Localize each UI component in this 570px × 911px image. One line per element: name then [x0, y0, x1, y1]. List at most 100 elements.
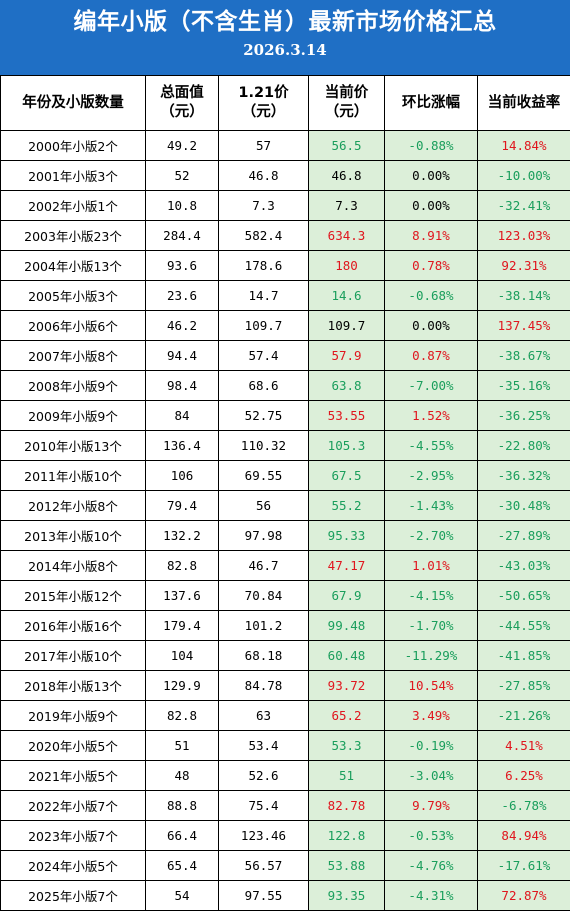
- change-cell: 1.01%: [385, 551, 478, 581]
- return-cell: -30.48%: [478, 491, 570, 521]
- col-header-year: 年份及小版数量: [1, 76, 146, 131]
- price-121-cell: 46.8: [219, 161, 309, 191]
- price-121-cell: 46.7: [219, 551, 309, 581]
- current-price-cell: 51: [309, 761, 385, 791]
- face-value-cell: 46.2: [146, 311, 219, 341]
- change-cell: 0.00%: [385, 311, 478, 341]
- face-value-cell: 51: [146, 731, 219, 761]
- change-cell: 0.00%: [385, 191, 478, 221]
- col-header-price-121: 1.21价 （元）: [219, 76, 309, 131]
- face-value-cell: 23.6: [146, 281, 219, 311]
- change-cell: -4.15%: [385, 581, 478, 611]
- year-cell: 2021年小版5个: [1, 761, 146, 791]
- change-cell: -0.19%: [385, 731, 478, 761]
- return-cell: -43.03%: [478, 551, 570, 581]
- current-price-cell: 53.3: [309, 731, 385, 761]
- change-cell: -0.88%: [385, 131, 478, 161]
- face-value-cell: 79.4: [146, 491, 219, 521]
- price-121-cell: 57: [219, 131, 309, 161]
- current-price-cell: 47.17: [309, 551, 385, 581]
- return-cell: -50.65%: [478, 581, 570, 611]
- return-cell: 14.84%: [478, 131, 570, 161]
- current-price-cell: 7.3: [309, 191, 385, 221]
- table-header-row: 年份及小版数量 总面值 （元） 1.21价 （元） 当前价 （元） 环比涨幅 当…: [1, 76, 570, 131]
- year-cell: 2024年小版5个: [1, 851, 146, 881]
- col-header-change: 环比涨幅: [385, 76, 478, 131]
- current-price-cell: 634.3: [309, 221, 385, 251]
- face-value-cell: 284.4: [146, 221, 219, 251]
- price-121-cell: 582.4: [219, 221, 309, 251]
- year-cell: 2003年小版23个: [1, 221, 146, 251]
- face-value-cell: 49.2: [146, 131, 219, 161]
- return-cell: 137.45%: [478, 311, 570, 341]
- year-cell: 2000年小版2个: [1, 131, 146, 161]
- col-header-current-price: 当前价 （元）: [309, 76, 385, 131]
- change-cell: 1.52%: [385, 401, 478, 431]
- return-cell: -21.26%: [478, 701, 570, 731]
- current-price-cell: 53.55: [309, 401, 385, 431]
- return-cell: 6.25%: [478, 761, 570, 791]
- face-value-cell: 10.8: [146, 191, 219, 221]
- price-121-cell: 84.78: [219, 671, 309, 701]
- current-price-cell: 67.5: [309, 461, 385, 491]
- year-cell: 2023年小版7个: [1, 821, 146, 851]
- current-price-cell: 57.9: [309, 341, 385, 371]
- face-value-cell: 88.8: [146, 791, 219, 821]
- year-cell: 2006年小版6个: [1, 311, 146, 341]
- return-cell: -22.80%: [478, 431, 570, 461]
- year-cell: 2012年小版8个: [1, 491, 146, 521]
- col-header-face-value: 总面值 （元）: [146, 76, 219, 131]
- year-cell: 2001年小版3个: [1, 161, 146, 191]
- return-cell: 84.94%: [478, 821, 570, 851]
- price-121-cell: 68.6: [219, 371, 309, 401]
- current-price-cell: 46.8: [309, 161, 385, 191]
- price-121-cell: 56.57: [219, 851, 309, 881]
- year-cell: 2025年小版7个: [1, 881, 146, 911]
- year-cell: 2007年小版8个: [1, 341, 146, 371]
- current-price-cell: 99.48: [309, 611, 385, 641]
- current-price-cell: 56.5: [309, 131, 385, 161]
- return-cell: 92.31%: [478, 251, 570, 281]
- year-cell: 2022年小版7个: [1, 791, 146, 821]
- face-value-cell: 129.9: [146, 671, 219, 701]
- face-value-cell: 98.4: [146, 371, 219, 401]
- price-121-cell: 69.55: [219, 461, 309, 491]
- face-value-cell: 106: [146, 461, 219, 491]
- face-value-cell: 104: [146, 641, 219, 671]
- price-121-cell: 101.2: [219, 611, 309, 641]
- year-cell: 2017年小版10个: [1, 641, 146, 671]
- col-header-return: 当前收益率: [478, 76, 570, 131]
- return-cell: 72.87%: [478, 881, 570, 911]
- change-cell: 3.49%: [385, 701, 478, 731]
- price-121-cell: 56: [219, 491, 309, 521]
- price-table: 年份及小版数量 总面值 （元） 1.21价 （元） 当前价 （元） 环比涨幅 当…: [0, 75, 570, 911]
- year-cell: 2008年小版9个: [1, 371, 146, 401]
- return-cell: 4.51%: [478, 731, 570, 761]
- change-cell: -1.70%: [385, 611, 478, 641]
- price-121-cell: 14.7: [219, 281, 309, 311]
- change-cell: -4.55%: [385, 431, 478, 461]
- current-price-cell: 122.8: [309, 821, 385, 851]
- return-cell: -17.61%: [478, 851, 570, 881]
- year-cell: 2018年小版13个: [1, 671, 146, 701]
- current-price-cell: 60.48: [309, 641, 385, 671]
- return-cell: -36.32%: [478, 461, 570, 491]
- current-price-cell: 65.2: [309, 701, 385, 731]
- change-cell: -1.43%: [385, 491, 478, 521]
- change-cell: -7.00%: [385, 371, 478, 401]
- current-price-cell: 82.78: [309, 791, 385, 821]
